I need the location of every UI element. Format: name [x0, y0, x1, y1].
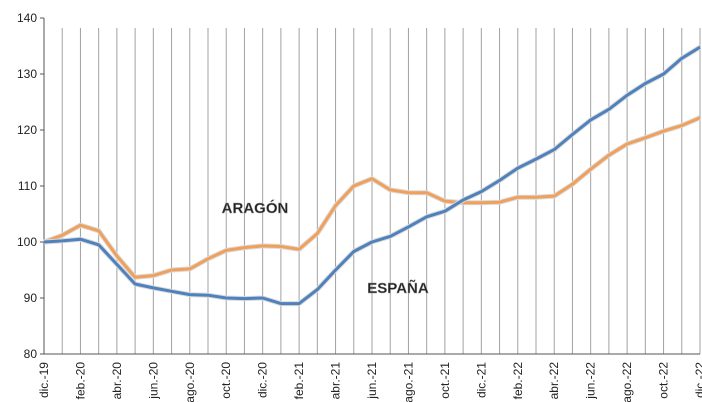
- x-tick-label: feb.-21: [292, 362, 306, 400]
- x-tick-label: oct.-21: [438, 362, 452, 399]
- y-tick-label: 110: [18, 179, 37, 193]
- x-tick-label: feb.-20: [73, 362, 87, 400]
- x-tick-label: ago.-20: [183, 362, 197, 402]
- x-tick-label: jun.-20: [146, 362, 160, 400]
- x-tick-label: jun.-22: [584, 362, 598, 400]
- series-line: [43, 116, 701, 279]
- x-tick-label: ago.-22: [620, 362, 634, 402]
- x-tick-label: oct.-20: [219, 362, 233, 399]
- x-tick-label: jun.-21: [365, 362, 379, 400]
- x-tick-label: dic.-20: [256, 362, 270, 398]
- series-line: [43, 45, 701, 306]
- x-tick-label: dic.-21: [474, 362, 488, 398]
- x-tick-label: ago.-21: [401, 362, 415, 402]
- y-tick-label: 140: [17, 11, 37, 25]
- y-tick-label: 80: [24, 347, 38, 361]
- x-tick-label: oct.-22: [657, 362, 671, 399]
- x-tick-label: abr.-21: [329, 362, 343, 400]
- x-tick-label: dic.-19: [37, 362, 51, 398]
- y-tick-label: 130: [17, 67, 37, 81]
- y-tick-label: 100: [17, 235, 37, 249]
- x-tick-label: feb.-22: [511, 362, 525, 400]
- x-tick-label: abr.-22: [547, 362, 561, 400]
- x-tick-label: dic.-22: [693, 362, 702, 398]
- series-label: ESPAÑA: [367, 279, 429, 297]
- y-tick-label: 120: [17, 123, 37, 137]
- series-label: ARAGÓN: [222, 199, 289, 217]
- y-tick-label: 90: [24, 291, 38, 305]
- x-tick-label: abr.-20: [110, 362, 124, 400]
